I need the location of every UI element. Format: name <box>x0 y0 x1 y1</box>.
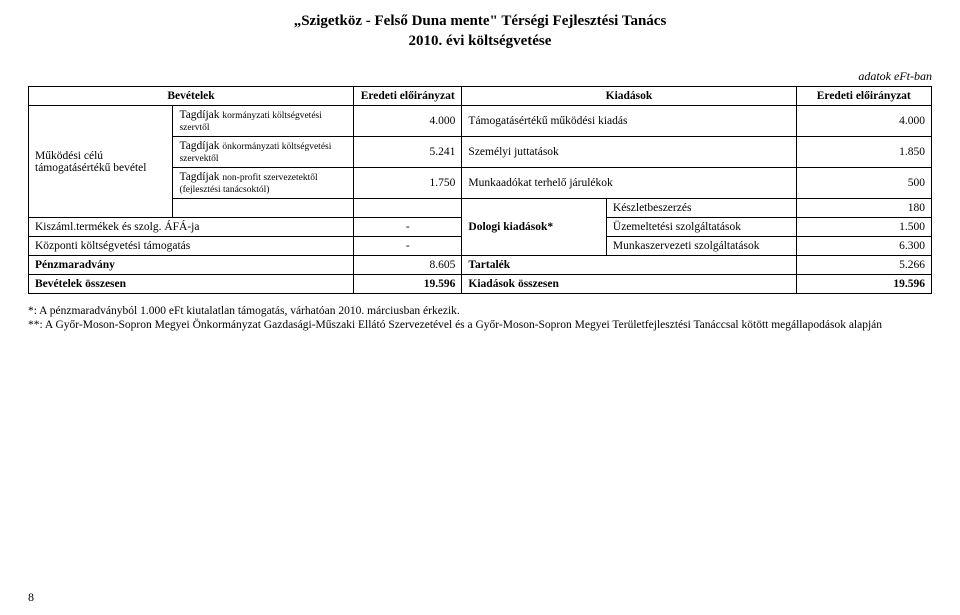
page-number: 8 <box>28 590 34 605</box>
cell-left: Tagdíjak non-profit szervezetektől (fejl… <box>173 168 354 199</box>
cell-amount: 5.241 <box>354 137 462 168</box>
group-dologi: Dologi kiadások* <box>462 199 606 256</box>
hdr-income: Bevételek <box>29 87 354 106</box>
cell-left-label: Központi költségvetési támogatás <box>29 237 354 256</box>
hdr-orig-income: Eredeti előirányzat <box>354 87 462 106</box>
cell-right-label: Munkaszervezeti szolgáltatások <box>606 237 796 256</box>
doc-title-line2: 2010. évi költségvetése <box>28 32 932 52</box>
cell-right-label: Készletbeszerzés <box>606 199 796 218</box>
cell-main: Tagdíjak <box>179 140 219 152</box>
cell-amount: 5.266 <box>796 256 931 275</box>
hdr-orig-expense: Eredeti előirányzat <box>796 87 931 106</box>
cell-amount: 8.605 <box>354 256 462 275</box>
cell-left: Tagdíjak kormányzati költségvetési szerv… <box>173 106 354 137</box>
doc-title-line1: „Szigetköz - Felső Duna mente" Térségi F… <box>28 12 932 32</box>
cell-amount: 500 <box>796 168 931 199</box>
cell-left-label: Pénzmaradvány <box>29 256 354 275</box>
cell-amount: 1.850 <box>796 137 931 168</box>
cell-right-label: Támogatásértékű működési kiadás <box>462 106 796 137</box>
cell-empty <box>354 199 462 218</box>
group-label: Működési célú támogatásértékű bevétel <box>29 106 173 218</box>
cell-amount: - <box>354 218 462 237</box>
total-left-amount: 19.596 <box>354 275 462 294</box>
cell-left-label: Kiszáml.termékek és szolg. ÁFÁ-ja <box>29 218 354 237</box>
total-left-label: Bevételek összesen <box>29 275 354 294</box>
cell-amount: 6.300 <box>796 237 931 256</box>
footnote-1: *: A pénzmaradványból 1.000 eFt kiutalat… <box>28 304 932 318</box>
hdr-expense: Kiadások <box>462 87 796 106</box>
cell-amount: 1.500 <box>796 218 931 237</box>
unit-note: adatok eFt-ban <box>28 69 932 84</box>
cell-left: Tagdíjak önkormányzati költségvetési sze… <box>173 137 354 168</box>
cell-amount: 1.750 <box>354 168 462 199</box>
table-header-row: Bevételek Eredeti előirányzat Kiadások E… <box>29 87 932 106</box>
cell-right-label: Személyi juttatások <box>462 137 796 168</box>
total-right-label: Kiadások összesen <box>462 275 796 294</box>
cell-right-label: Üzemeltetési szolgáltatások <box>606 218 796 237</box>
table-row-total: Bevételek összesen 19.596 Kiadások össze… <box>29 275 932 294</box>
cell-main: Tagdíjak <box>179 109 219 121</box>
table-row: Pénzmaradvány 8.605 Tartalék 5.266 <box>29 256 932 275</box>
budget-table: Bevételek Eredeti előirányzat Kiadások E… <box>28 86 932 294</box>
cell-right-label: Tartalék <box>462 256 796 275</box>
total-right-amount: 19.596 <box>796 275 931 294</box>
cell-empty <box>173 199 354 218</box>
footnotes: *: A pénzmaradványból 1.000 eFt kiutalat… <box>28 304 932 333</box>
cell-main: Tagdíjak <box>179 171 219 183</box>
cell-amount: 4.000 <box>354 106 462 137</box>
cell-amount: - <box>354 237 462 256</box>
cell-amount: 180 <box>796 199 931 218</box>
footnote-2: **: A Győr-Moson-Sopron Megyei Önkormány… <box>28 318 932 332</box>
cell-amount: 4.000 <box>796 106 931 137</box>
cell-right-label: Munkaadókat terhelő járulékok <box>462 168 796 199</box>
table-row: Működési célú támogatásértékű bevétel Ta… <box>29 106 932 137</box>
